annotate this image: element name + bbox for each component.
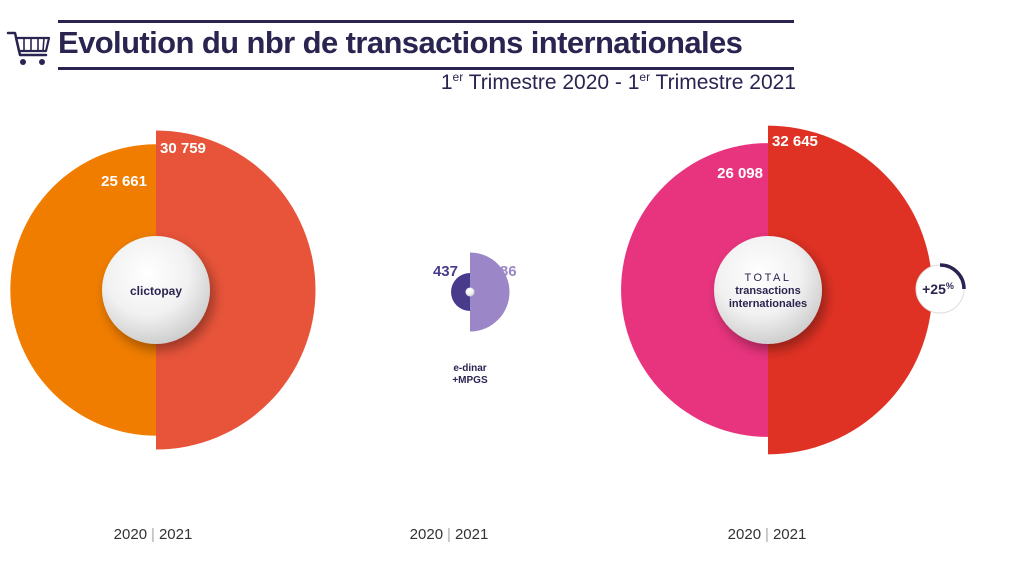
edinar-2020-half [451,272,470,312]
edinar-2021-value-label: 1 886 [479,263,517,280]
total-center-label-line1: TOTAL [745,272,792,284]
title-bottom-rule [58,67,794,70]
year-label-clictopay: 2020 | 2021 [113,526,193,543]
period-subtitle: 1er Trimestre 2020 - 1er Trimestre 2021 [440,70,796,94]
chart-clictopay: clictopay 25 661 30 759 [10,130,316,450]
total-2021-value-label: 32 645 [772,133,818,150]
edinar-hub [465,287,475,297]
page-title: Evolution du nbr de transactions interna… [58,25,743,60]
total-hub [714,236,822,344]
edinar-2020-value-label: 437 [433,263,458,280]
edinar-center-label-line1: e-dinar [453,363,486,374]
title-top-rule [58,20,794,23]
shopping-cart-icon [6,31,51,65]
clictopay-2021-half [156,130,316,450]
clictopay-hub [102,236,210,344]
clictopay-2020-value-label: 25 661 [101,173,147,190]
growth-badge-arc [939,263,966,290]
chart-total: TOTAL transactions internationales 26 09… [621,125,966,455]
total-center-label-line3: internationales [729,298,807,310]
edinar-center-label-line2: +MPGS [452,375,488,386]
clictopay-2020-half [10,144,157,436]
growth-badge-value: +25% [922,281,954,297]
chart-edinar-mpgs: 437 1 886 e-dinar +MPGS [433,252,517,386]
edinar-2021-half [470,252,510,332]
clictopay-2021-value-label: 30 759 [160,140,206,157]
year-label-total: 2020 | 2021 [727,526,807,543]
growth-badge: +25% [915,263,966,314]
total-2020-half [621,143,768,437]
total-2021-half [768,125,933,455]
year-label-edinar: 2020 | 2021 [409,526,489,543]
total-2020-value-label: 26 098 [717,165,763,182]
clictopay-center-label: clictopay [130,284,182,298]
total-center-label-line2: transactions [735,285,800,297]
